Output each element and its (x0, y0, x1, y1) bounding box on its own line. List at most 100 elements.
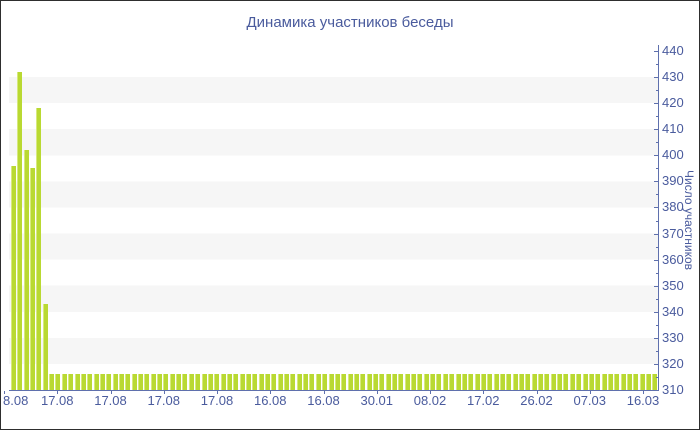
bar (131, 374, 137, 390)
y-minor-tick (656, 298, 658, 300)
y-major-tick (654, 285, 658, 287)
x-tick (163, 391, 165, 394)
bar (36, 108, 42, 390)
bar (538, 374, 544, 390)
bar (265, 374, 270, 390)
bar (493, 374, 499, 390)
bar (430, 374, 436, 390)
bar (214, 374, 220, 390)
x-axis-line (9, 390, 659, 391)
x-tick-label: 16.08 (253, 393, 287, 408)
bar (296, 374, 302, 390)
bar (626, 374, 632, 390)
bar (461, 374, 467, 390)
y-tick-label: 400 (662, 147, 684, 163)
x-tick (430, 391, 431, 394)
bar (417, 374, 423, 390)
bar (620, 374, 626, 390)
bar (652, 374, 658, 390)
y-major-tick (654, 103, 658, 105)
y-minor-tick (656, 64, 658, 66)
x-tick (323, 391, 325, 394)
bar (379, 374, 385, 390)
bar (245, 374, 251, 390)
bar (601, 374, 607, 390)
bar (17, 71, 23, 390)
bar (328, 374, 334, 390)
bar (303, 374, 309, 390)
bar (499, 374, 505, 390)
bar (582, 374, 588, 390)
bar (455, 374, 461, 390)
bar (201, 374, 207, 390)
y-tick-label: 350 (662, 277, 684, 293)
bar (252, 374, 258, 390)
y-tick-label: 380 (662, 199, 684, 215)
bar (334, 374, 340, 390)
bar (277, 374, 283, 390)
bar (506, 374, 512, 390)
bar (563, 374, 569, 390)
y-tick-label: 320 (662, 355, 684, 371)
bar (125, 374, 131, 390)
bar (284, 374, 290, 390)
bar (23, 150, 29, 390)
y-major-tick (654, 259, 658, 261)
y-tick-label: 340 (662, 303, 684, 319)
bar (188, 374, 194, 390)
y-major-tick (654, 181, 658, 183)
bar (436, 374, 442, 390)
y-major-tick (654, 51, 658, 52)
y-minor-tick (656, 194, 658, 196)
y-tick-label: 330 (662, 329, 684, 345)
bar (93, 374, 99, 390)
bar (42, 303, 48, 390)
x-tick (110, 391, 112, 394)
y-major-tick (654, 77, 658, 79)
bar (646, 374, 651, 390)
bar (49, 374, 55, 390)
bar (176, 374, 182, 390)
y-minor-tick (656, 220, 658, 222)
bar (138, 374, 143, 390)
x-tick-label: 08.02 (413, 393, 447, 408)
bar (61, 374, 67, 390)
x-tick (4, 391, 5, 394)
bar (30, 168, 36, 390)
y-tick-label: 360 (662, 251, 684, 267)
bar (423, 374, 429, 390)
bar (169, 374, 175, 390)
x-tick (376, 391, 378, 394)
y-minor-tick (656, 168, 658, 170)
x-tick-label: 17.08 (200, 393, 234, 408)
bar (360, 374, 366, 390)
bar (480, 374, 486, 390)
bar (80, 374, 86, 390)
bar (347, 374, 353, 390)
bar (157, 374, 163, 390)
bar (595, 374, 601, 390)
bar (341, 374, 347, 390)
bar (163, 374, 169, 390)
y-minor-tick (656, 246, 658, 248)
x-tick (57, 391, 59, 394)
x-tick-label: 17.08 (94, 393, 127, 408)
bar (550, 374, 556, 390)
bar (525, 374, 531, 390)
x-tick (643, 391, 644, 394)
bar (207, 374, 213, 390)
y-major-tick (654, 207, 658, 209)
x-tick (217, 391, 218, 394)
bar (233, 374, 239, 390)
bar (118, 374, 124, 390)
chart-title: Динамика участников беседы (246, 14, 454, 31)
bar (474, 374, 480, 390)
y-minor-tick (656, 376, 658, 378)
x-tick-label: 17.08 (40, 393, 74, 408)
bar (487, 374, 493, 390)
bar (557, 374, 563, 390)
bar (239, 374, 245, 390)
x-tick-label: 07.03 (573, 393, 607, 408)
bar (404, 374, 410, 390)
